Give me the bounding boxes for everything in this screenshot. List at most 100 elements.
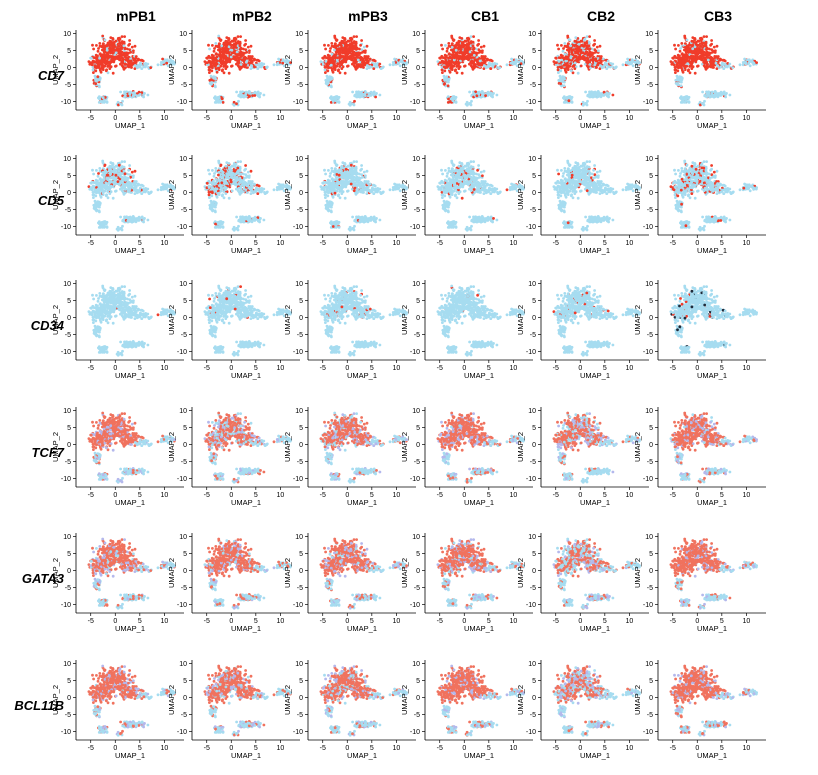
- y-tick-label: 5: [299, 48, 303, 55]
- data-point: [208, 48, 211, 51]
- data-point: [678, 75, 681, 78]
- data-point: [681, 60, 684, 63]
- data-point: [359, 52, 362, 55]
- data-point: [330, 78, 333, 81]
- data-point: [477, 39, 480, 42]
- data-point: [326, 78, 329, 81]
- data-point: [102, 192, 105, 195]
- data-point: [491, 96, 494, 99]
- data-point: [452, 53, 455, 56]
- data-point: [350, 58, 353, 61]
- data-point: [161, 58, 164, 61]
- data-point: [112, 197, 115, 200]
- data-point: [697, 49, 700, 52]
- data-point: [345, 43, 348, 46]
- data-point: [137, 58, 140, 61]
- data-point: [230, 56, 233, 59]
- data-point: [336, 56, 339, 59]
- data-point: [132, 217, 135, 220]
- data-point: [109, 52, 112, 55]
- data-point: [250, 64, 253, 67]
- data-point: [364, 94, 367, 97]
- data-point: [728, 63, 731, 66]
- y-tick-label: 0: [649, 65, 653, 72]
- data-point: [570, 69, 573, 72]
- data-point: [324, 71, 327, 74]
- data-point: [753, 62, 756, 65]
- data-point: [561, 75, 564, 78]
- data-point: [703, 35, 706, 38]
- data-point: [98, 42, 101, 45]
- data-point: [147, 219, 150, 222]
- data-point: [450, 49, 453, 52]
- data-point: [366, 64, 369, 67]
- y-tick-label: -10: [61, 224, 71, 231]
- data-point: [578, 43, 581, 46]
- data-point: [142, 60, 145, 63]
- data-point: [691, 40, 694, 43]
- data-point: [361, 63, 364, 66]
- data-point: [341, 40, 344, 43]
- data-point: [498, 66, 501, 69]
- data-point: [215, 53, 218, 56]
- data-point: [237, 100, 240, 103]
- data-point: [341, 36, 344, 39]
- data-point: [210, 78, 213, 81]
- data-point: [441, 69, 444, 72]
- data-point: [589, 63, 592, 66]
- data-point: [124, 179, 127, 182]
- data-point: [121, 160, 124, 163]
- data-point: [220, 39, 223, 42]
- data-point: [555, 57, 558, 60]
- data-point: [589, 54, 592, 57]
- data-point: [706, 47, 709, 50]
- data-point: [451, 46, 454, 49]
- data-point: [221, 69, 224, 72]
- data-point: [214, 78, 217, 81]
- data-point: [344, 72, 347, 75]
- data-point: [440, 44, 443, 47]
- data-point: [132, 94, 135, 97]
- x-axis-label: UMAP_1: [347, 121, 377, 130]
- data-point: [596, 46, 599, 49]
- data-point: [682, 71, 685, 74]
- data-point: [125, 59, 128, 62]
- data-point: [333, 49, 336, 52]
- data-point: [98, 209, 101, 212]
- data-point: [128, 218, 131, 221]
- data-point: [680, 95, 683, 98]
- data-point: [585, 51, 588, 54]
- data-point: [97, 50, 100, 53]
- data-point: [329, 50, 332, 53]
- data-point: [325, 56, 328, 59]
- data-point: [117, 55, 120, 58]
- x-tick-label: 10: [160, 240, 168, 247]
- data-point: [218, 67, 221, 70]
- x-axis-label: UMAP_1: [580, 121, 610, 130]
- data-point: [449, 71, 452, 74]
- data-point: [210, 75, 213, 78]
- data-point: [248, 94, 251, 97]
- data-point: [231, 40, 234, 43]
- data-point: [472, 35, 475, 38]
- data-point: [599, 64, 602, 67]
- data-point: [444, 66, 447, 69]
- panel-points: [204, 160, 293, 232]
- data-point: [98, 223, 101, 226]
- data-point: [98, 64, 101, 67]
- data-point: [574, 62, 577, 65]
- data-point: [355, 35, 358, 38]
- data-point: [108, 67, 111, 70]
- data-point: [560, 66, 563, 69]
- data-point: [92, 196, 95, 199]
- data-point: [379, 94, 382, 97]
- data-point: [101, 49, 104, 52]
- data-point: [237, 160, 240, 163]
- data-point: [378, 63, 381, 66]
- data-point: [243, 169, 246, 172]
- data-point: [114, 56, 117, 59]
- y-tick-label: -10: [61, 99, 71, 106]
- data-point: [134, 170, 137, 173]
- data-point: [480, 46, 483, 49]
- data-point: [330, 98, 333, 101]
